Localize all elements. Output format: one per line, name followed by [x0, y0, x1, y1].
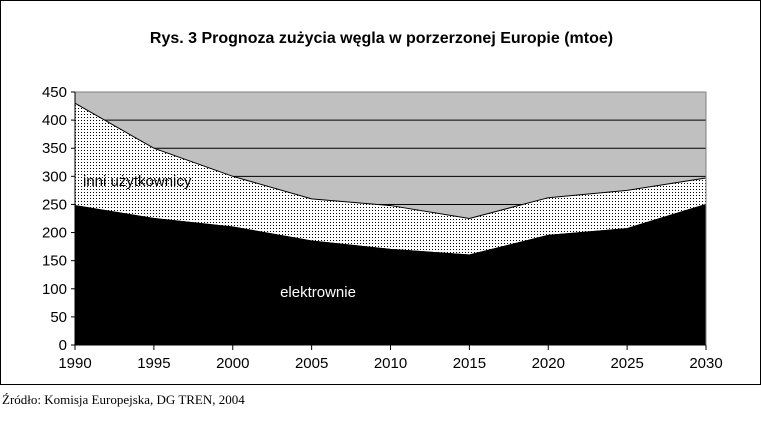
- y-tick-label: 300: [42, 168, 67, 185]
- x-tick-label: 2015: [453, 355, 486, 372]
- y-tick-label: 450: [42, 84, 67, 101]
- x-tick-label: 2000: [216, 355, 249, 372]
- y-tick-label: 100: [42, 281, 67, 298]
- label-elektrownie: elektrownie: [280, 284, 356, 301]
- y-tick-label: 250: [42, 196, 67, 213]
- x-tick-label: 2010: [374, 355, 407, 372]
- chart-plot: 0 50 100 150 200 250 300 350 400 450 1990 1995 2000 2…: [42, 84, 723, 372]
- y-tick-label: 200: [42, 225, 67, 242]
- y-tick-label: 400: [42, 112, 67, 129]
- label-inni-uzytkownicy: inni użytkownicy: [83, 173, 192, 190]
- x-tick-label: 2005: [295, 355, 328, 372]
- y-tick-label: 50: [50, 309, 67, 326]
- chart-title: Rys. 3 Prognoza zużycia węgla w porzerzo…: [149, 30, 614, 47]
- x-tick-label: 1995: [137, 355, 170, 372]
- x-tick-label: 1990: [58, 355, 91, 372]
- y-tick-label: 150: [42, 253, 67, 270]
- x-tick-label: 2020: [532, 355, 565, 372]
- y-tick-label: 350: [42, 140, 67, 157]
- y-tick-label: 0: [59, 337, 67, 354]
- x-tick-label: 2025: [610, 355, 643, 372]
- source-note: Źródło: Komisja Europejska, DG TREN, 200…: [2, 392, 245, 407]
- x-tick-label: 2030: [689, 355, 722, 372]
